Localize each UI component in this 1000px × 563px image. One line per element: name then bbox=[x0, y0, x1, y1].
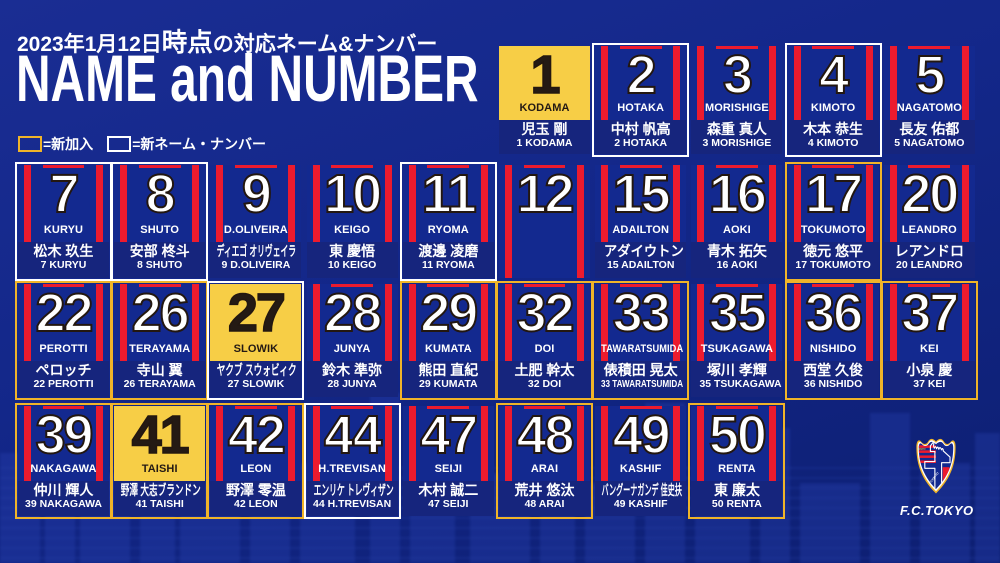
svg-text:ESTO: ESTO bbox=[919, 448, 926, 451]
svg-text:1999: 1999 bbox=[948, 482, 953, 492]
